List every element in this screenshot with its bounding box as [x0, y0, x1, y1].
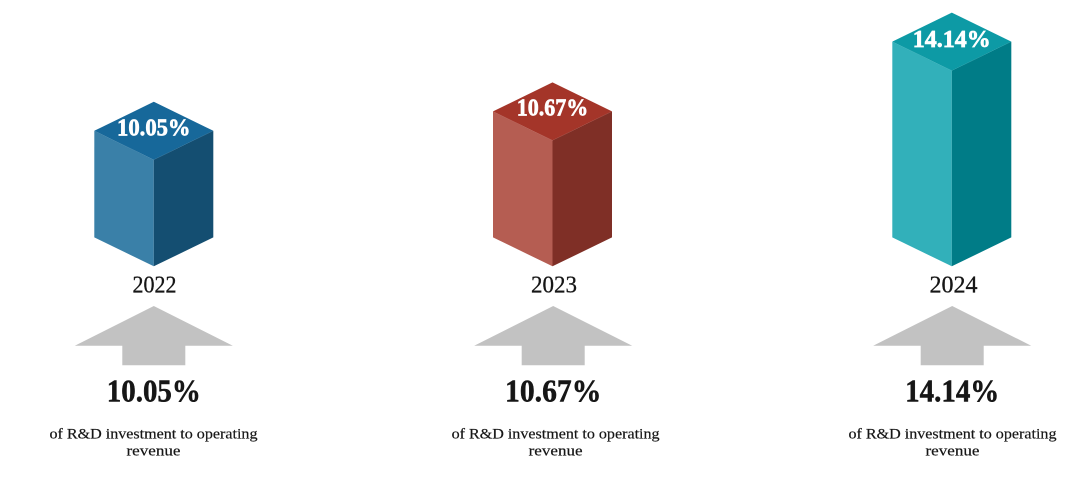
svg-text:of R&D investment to operating: of R&D investment to operating — [50, 427, 258, 443]
svg-text:10.05%: 10.05% — [107, 373, 201, 409]
svg-text:10.05%: 10.05% — [117, 115, 191, 142]
svg-text:2023: 2023 — [531, 271, 577, 298]
svg-text:2022: 2022 — [133, 271, 177, 298]
svg-text:of R&D investment to operating: of R&D investment to operating — [849, 427, 1057, 443]
svg-text:10.67%: 10.67% — [505, 373, 601, 409]
svg-text:10.67%: 10.67% — [517, 94, 589, 121]
svg-text:14.14%: 14.14% — [913, 26, 991, 53]
svg-text:2024: 2024 — [930, 271, 978, 298]
svg-text:revenue: revenue — [127, 444, 181, 460]
svg-text:of R&D investment to operating: of R&D investment to operating — [452, 427, 660, 443]
svg-text:revenue: revenue — [926, 444, 980, 460]
svg-text:revenue: revenue — [529, 444, 583, 460]
svg-text:14.14%: 14.14% — [905, 373, 999, 409]
